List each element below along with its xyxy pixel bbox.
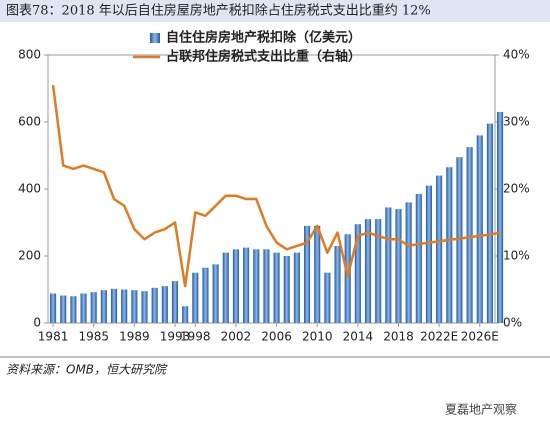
x-tick-label: 2026E [461, 330, 499, 344]
bar [182, 306, 189, 323]
bar [222, 252, 229, 323]
title-band [0, 0, 550, 22]
bar [171, 281, 179, 323]
watermark: 夏磊地产观察 [445, 403, 517, 417]
bar [436, 175, 443, 323]
bar [100, 290, 107, 323]
line [51, 84, 501, 288]
bar [314, 225, 321, 323]
y2-tick-label: 40% [503, 48, 530, 62]
bar [344, 234, 351, 323]
bar [405, 202, 412, 323]
x-tick-label: 1981 [38, 330, 69, 344]
x-tick-label: 1985 [78, 330, 109, 344]
source: 资料来源：OMB，恒大研究院 [6, 363, 168, 377]
x-tick-label: 1998 [180, 330, 211, 344]
bar [161, 286, 168, 323]
bar [395, 209, 402, 323]
x-tick-label: 2010 [302, 330, 333, 344]
bar [131, 290, 138, 323]
bar [425, 185, 433, 323]
bar [446, 167, 453, 323]
x-tick-label: 2018 [383, 330, 414, 344]
x-tick-label: 1989 [119, 330, 150, 344]
bar [456, 157, 463, 323]
y2-tick-label: 20% [503, 182, 530, 196]
bar [192, 272, 199, 323]
bar [60, 295, 67, 323]
bar [283, 256, 290, 323]
y-tick-label: 0 [33, 316, 41, 330]
y-tick-label: 800 [18, 48, 41, 62]
bar [497, 111, 504, 323]
bar [253, 249, 260, 323]
bar [415, 194, 422, 323]
y2-tick-label: 30% [503, 115, 530, 129]
y-tick-label: 600 [18, 115, 41, 129]
x-tick-label: 2022E [420, 330, 458, 344]
x-tick-label: 1993 [160, 330, 191, 344]
bar [273, 252, 280, 323]
bar [50, 293, 57, 323]
bar [304, 225, 311, 323]
bar [354, 224, 361, 323]
bar [141, 291, 148, 323]
bar [263, 249, 270, 323]
bar [334, 245, 341, 323]
y2-tick-label: 0% [503, 316, 522, 330]
chart-title: 图表78：2018 年以后自住房屋房地产税扣除占住房税式支出比重约 12% [6, 3, 431, 19]
x-tick-label: 2002 [221, 330, 252, 344]
bar [364, 219, 372, 323]
bar [243, 247, 250, 323]
bar [70, 296, 77, 323]
bar [151, 287, 158, 323]
bar [80, 293, 87, 323]
bar [466, 147, 473, 323]
x-tick-label: 2006 [261, 330, 292, 344]
y-tick-label: 200 [18, 249, 41, 263]
legend-swatch [150, 33, 160, 43]
y-tick-label: 400 [18, 182, 41, 196]
bar [232, 249, 239, 323]
x-tick-label: 2014 [343, 330, 374, 344]
bar [202, 267, 209, 323]
bar [385, 207, 392, 323]
bar [212, 264, 219, 323]
bar [110, 288, 118, 323]
bar [486, 123, 493, 323]
bar [324, 272, 331, 323]
bar [90, 292, 97, 323]
bar [293, 252, 300, 323]
bar [476, 135, 483, 323]
legend-label: 占联邦住房税式支出比重（右轴） [166, 49, 361, 65]
bar [121, 289, 128, 323]
bar [375, 219, 382, 323]
y2-tick-label: 10% [503, 249, 530, 263]
legend-label: 自住住房房地产税扣除（亿美元） [166, 30, 361, 46]
